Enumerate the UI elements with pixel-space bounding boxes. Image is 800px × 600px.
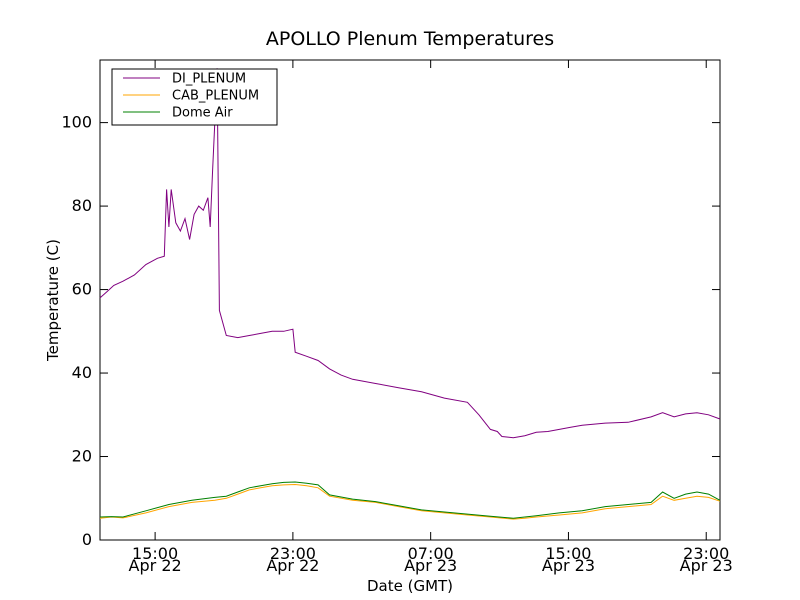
y-axis-label: Temperature (C) [44, 239, 62, 362]
x-tick-label-date: Apr 22 [129, 556, 182, 575]
chart-title: APOLLO Plenum Temperatures [266, 28, 554, 50]
series-line-di-plenum [99, 68, 721, 439]
y-tick-label: 100 [61, 113, 92, 132]
legend: DI_PLENUM CAB_PLENUM Dome Air [111, 68, 278, 126]
legend-label: Dome Air [172, 106, 233, 121]
series-line-cab-plenum [99, 483, 721, 520]
x-tick-label-time: 15:00 [132, 544, 178, 563]
y-tick-label: 0 [82, 530, 92, 549]
x-tick-label-time: 07:00 [408, 544, 454, 563]
y-tick-label: 80 [72, 196, 92, 215]
y-tick-label: 40 [72, 363, 92, 382]
x-tick-label-time: 15:00 [545, 544, 591, 563]
legend-label: CAB_PLENUM [172, 89, 259, 104]
x-axis-label: Date (GMT) [367, 577, 453, 595]
legend-items: DI_PLENUM CAB_PLENUM Dome Air [123, 72, 259, 121]
x-tick-label-time: 23:00 [683, 544, 729, 563]
y-tick-label: 60 [72, 280, 92, 299]
plot-frame [99, 59, 721, 541]
series-line-dome-air [99, 481, 721, 519]
y-tick-label: 20 [72, 447, 92, 466]
x-tick-label-date: Apr 23 [404, 556, 457, 575]
x-tick-label-date: Apr 22 [266, 556, 319, 575]
series-group [99, 68, 721, 520]
x-tick-label-date: Apr 23 [542, 556, 595, 575]
x-tick-label-date: Apr 23 [680, 556, 733, 575]
legend-label: DI_PLENUM [172, 72, 246, 87]
x-tick-label-time: 23:00 [270, 544, 316, 563]
